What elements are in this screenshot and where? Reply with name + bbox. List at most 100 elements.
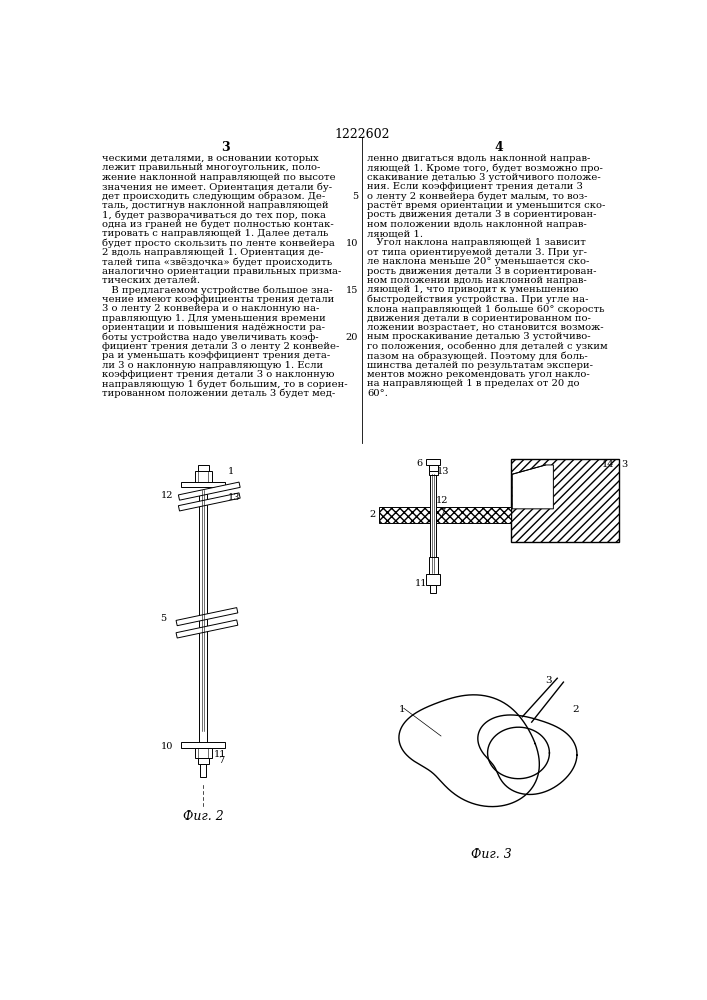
Text: 13: 13 bbox=[228, 493, 240, 502]
Text: ным проскакивание деталью 3 устойчиво-: ным проскакивание деталью 3 устойчиво- bbox=[368, 332, 591, 341]
Text: ментов можно рекомендовать угол накло-: ментов можно рекомендовать угол накло- bbox=[368, 370, 590, 379]
Bar bbox=[379, 507, 510, 523]
Text: Фиг. 2: Фиг. 2 bbox=[182, 810, 223, 823]
Text: го положения, особенно для деталей с узким: го положения, особенно для деталей с узк… bbox=[368, 342, 608, 351]
Text: скакивание деталью 3 устойчивого положе-: скакивание деталью 3 устойчивого положе- bbox=[368, 173, 601, 182]
Text: 7: 7 bbox=[218, 756, 225, 765]
Text: быстродействия устройства. При угле на-: быстродействия устройства. При угле на- bbox=[368, 295, 589, 304]
Text: ляющей 1, что приводит к уменьшению: ляющей 1, что приводит к уменьшению bbox=[368, 285, 579, 294]
Text: 10: 10 bbox=[160, 742, 173, 751]
Text: 3: 3 bbox=[621, 460, 627, 469]
Text: 1: 1 bbox=[398, 705, 405, 714]
Text: растёт время ориентации и уменьшится ско-: растёт время ориентации и уменьшится ско… bbox=[368, 201, 606, 210]
Text: фициент трения детали 3 о ленту 2 конвейе-: фициент трения детали 3 о ленту 2 конвей… bbox=[103, 342, 339, 351]
Text: клона направляющей 1 больше 60° скорость: клона направляющей 1 больше 60° скорость bbox=[368, 304, 605, 314]
Polygon shape bbox=[178, 482, 240, 500]
Text: ложении возрастает, но становится возмож-: ложении возрастает, но становится возмож… bbox=[368, 323, 604, 332]
Text: ле наклона меньше 20° уменьшается ско-: ле наклона меньше 20° уменьшается ско- bbox=[368, 257, 590, 266]
Bar bbox=[428, 464, 438, 475]
Bar bbox=[200, 764, 206, 777]
Bar bbox=[426, 574, 440, 585]
Text: аналогично ориентации правильных призма-: аналогично ориентации правильных призма- bbox=[103, 267, 341, 276]
Bar bbox=[182, 482, 225, 487]
Text: пазом на образующей. Поэтому для боль-: пазом на образующей. Поэтому для боль- bbox=[368, 351, 588, 361]
Text: 1, будет разворачиваться до тех пор, пока: 1, будет разворачиваться до тех пор, пок… bbox=[103, 210, 327, 220]
Text: 11: 11 bbox=[214, 750, 226, 759]
Text: 4: 4 bbox=[495, 141, 503, 154]
Text: 1222602: 1222602 bbox=[334, 128, 390, 141]
Text: ния. Если коэффициент трения детали 3: ния. Если коэффициент трения детали 3 bbox=[368, 182, 583, 191]
Text: ляющей 1.: ляющей 1. bbox=[368, 229, 423, 238]
Text: ляющей 1. Кроме того, будет возможно про-: ляющей 1. Кроме того, будет возможно про… bbox=[368, 163, 603, 173]
Bar bbox=[198, 465, 209, 471]
Bar bbox=[430, 585, 436, 593]
Text: 5: 5 bbox=[352, 192, 358, 201]
Bar bbox=[194, 471, 211, 482]
Text: на направляющей 1 в пределах от 20 до: на направляющей 1 в пределах от 20 до bbox=[368, 379, 580, 388]
Text: одна из граней не будет полностью контак-: одна из граней не будет полностью контак… bbox=[103, 220, 334, 229]
Text: ном положении вдоль наклонной направ-: ном положении вдоль наклонной направ- bbox=[368, 276, 587, 285]
Text: о ленту 2 конвейера будет малым, то воз-: о ленту 2 конвейера будет малым, то воз- bbox=[368, 191, 588, 201]
Text: коэффициент трения детали 3 о наклонную: коэффициент трения детали 3 о наклонную bbox=[103, 370, 335, 379]
Text: рость движения детали 3 в сориентирован-: рость движения детали 3 в сориентирован- bbox=[368, 267, 597, 276]
Text: значения не имеет. Ориентация детали бу-: значения не имеет. Ориентация детали бу- bbox=[103, 182, 332, 192]
Text: 20: 20 bbox=[346, 333, 358, 342]
Text: Фиг. 3: Фиг. 3 bbox=[471, 848, 512, 861]
Text: тических деталей.: тических деталей. bbox=[103, 276, 200, 285]
Bar bbox=[510, 459, 619, 542]
Text: ли 3 о наклонную направляющую 1. Если: ли 3 о наклонную направляющую 1. Если bbox=[103, 361, 323, 370]
Text: 12: 12 bbox=[160, 491, 173, 500]
Bar bbox=[430, 459, 436, 465]
Text: 12: 12 bbox=[436, 496, 448, 505]
Text: 5: 5 bbox=[160, 614, 167, 623]
Text: 15: 15 bbox=[346, 286, 358, 295]
Text: ном положении вдоль наклонной направ-: ном положении вдоль наклонной направ- bbox=[368, 220, 587, 229]
Text: боты устройства надо увеличивать коэф-: боты устройства надо увеличивать коэф- bbox=[103, 332, 319, 342]
Bar bbox=[426, 459, 440, 465]
Polygon shape bbox=[176, 620, 238, 638]
Text: от типа ориентируемой детали 3. При уг-: от типа ориентируемой детали 3. При уг- bbox=[368, 248, 588, 257]
Text: ческими деталями, в основании которых: ческими деталями, в основании которых bbox=[103, 154, 319, 163]
Text: жение наклонной направляющей по высоте: жение наклонной направляющей по высоте bbox=[103, 173, 336, 182]
Text: Угол наклона направляющей 1 зависит: Угол наклона направляющей 1 зависит bbox=[368, 238, 586, 247]
Bar bbox=[428, 465, 438, 471]
Polygon shape bbox=[513, 465, 554, 509]
Text: 2 вдоль направляющей 1. Ориентация де-: 2 вдоль направляющей 1. Ориентация де- bbox=[103, 248, 324, 257]
Text: 7: 7 bbox=[438, 508, 445, 517]
Bar bbox=[428, 557, 438, 574]
Text: 13: 13 bbox=[437, 466, 450, 476]
Polygon shape bbox=[178, 493, 240, 511]
Text: направляющую 1 будет большим, то в сориен-: направляющую 1 будет большим, то в сорие… bbox=[103, 379, 348, 389]
Text: таль, достигнув наклонной направляющей: таль, достигнув наклонной направляющей bbox=[103, 201, 329, 210]
Text: 6: 6 bbox=[416, 459, 422, 468]
Text: ленно двигаться вдоль наклонной направ-: ленно двигаться вдоль наклонной направ- bbox=[368, 154, 591, 163]
Text: 1: 1 bbox=[228, 466, 234, 476]
Text: правляющую 1. Для уменьшения времени: правляющую 1. Для уменьшения времени bbox=[103, 314, 326, 323]
Text: будет просто скользить по ленте конвейера: будет просто скользить по ленте конвейер… bbox=[103, 238, 335, 248]
Text: 3: 3 bbox=[546, 676, 552, 685]
Bar bbox=[430, 474, 436, 573]
Text: В предлагаемом устройстве большое зна-: В предлагаемом устройстве большое зна- bbox=[103, 285, 333, 295]
Text: 2: 2 bbox=[573, 705, 579, 714]
Text: 1: 1 bbox=[432, 487, 438, 496]
Text: 10: 10 bbox=[346, 239, 358, 248]
Text: дет происходить следующим образом. Де-: дет происходить следующим образом. Де- bbox=[103, 191, 326, 201]
Text: лежит правильный многоугольник, поло-: лежит правильный многоугольник, поло- bbox=[103, 163, 321, 172]
Text: 14: 14 bbox=[602, 460, 614, 469]
Text: чение имеют коэффициенты трения детали: чение имеют коэффициенты трения детали bbox=[103, 295, 334, 304]
Bar bbox=[198, 758, 209, 764]
Bar bbox=[182, 742, 225, 748]
Text: тированном положении деталь 3 будет мед-: тированном положении деталь 3 будет мед- bbox=[103, 389, 336, 398]
Text: рость движения детали 3 в сориентирован-: рость движения детали 3 в сориентирован- bbox=[368, 210, 597, 219]
Text: шинства деталей по результатам экспери-: шинства деталей по результатам экспери- bbox=[368, 361, 593, 370]
Text: талей типа «звёздочка» будет происходить: талей типа «звёздочка» будет происходить bbox=[103, 257, 332, 267]
Text: 2: 2 bbox=[370, 510, 376, 519]
Text: 3: 3 bbox=[221, 141, 230, 154]
Text: движения детали в сориентированном по-: движения детали в сориентированном по- bbox=[368, 314, 591, 323]
Text: тировать с направляющей 1. Далее деталь: тировать с направляющей 1. Далее деталь bbox=[103, 229, 329, 238]
Bar bbox=[194, 748, 211, 758]
Text: ра и уменьшать коэффициент трения дета-: ра и уменьшать коэффициент трения дета- bbox=[103, 351, 331, 360]
Text: 3 о ленту 2 конвейера и о наклонную на-: 3 о ленту 2 конвейера и о наклонную на- bbox=[103, 304, 320, 313]
Text: 60°.: 60°. bbox=[368, 389, 388, 398]
Text: ориентации и повышения надёжности ра-: ориентации и повышения надёжности ра- bbox=[103, 323, 325, 332]
